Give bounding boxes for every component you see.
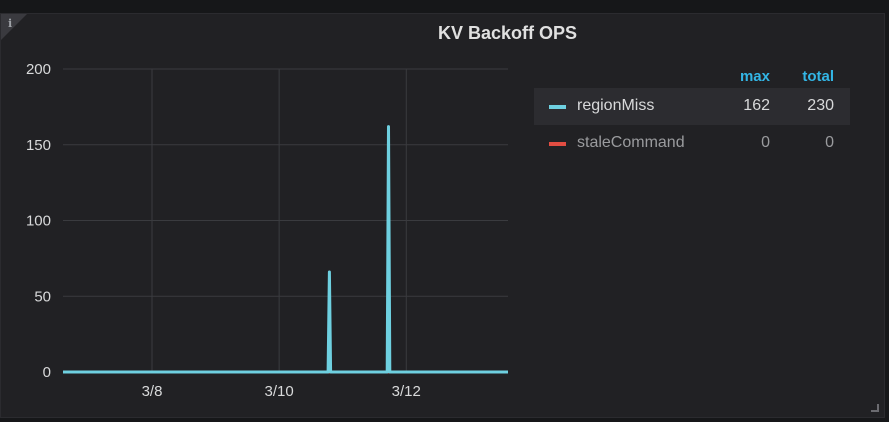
info-corner[interactable] [1, 14, 27, 40]
x-tick-label: 3/10 [265, 383, 294, 400]
y-tick-label: 100 [26, 213, 51, 230]
x-tick-label: 3/12 [392, 383, 421, 400]
legend-total-header[interactable]: total [802, 68, 834, 85]
legend-max-header[interactable]: max [739, 68, 770, 85]
legend-series-total: 0 [825, 134, 834, 151]
resize-handle-icon[interactable] [871, 404, 879, 412]
legend-series-total: 230 [807, 97, 834, 114]
chart-area[interactable]: 0 50 100 150 200 3/8 3/10 3/12 [1, 14, 511, 419]
legend-item-regionmiss[interactable]: regionMiss 162 230 [534, 88, 850, 125]
series-color-swatch[interactable] [549, 105, 566, 109]
legend: max total regionMiss 162 230 staleComman… [534, 66, 850, 162]
legend-series-name[interactable]: regionMiss [577, 97, 655, 114]
graph-panel: i KV Backoff OPS 0 50 100 150 200 3/8 3/10 3/12… [0, 13, 885, 418]
y-tick-label: 200 [26, 61, 51, 78]
legend-series-name[interactable]: staleCommand [577, 134, 685, 151]
y-tick-label: 0 [43, 364, 51, 381]
y-tick-label: 150 [26, 137, 51, 154]
legend-series-max: 0 [761, 134, 770, 151]
y-tick-label: 50 [34, 288, 51, 305]
legend-header: max total [534, 66, 850, 88]
panel-title[interactable]: KV Backoff OPS [437, 23, 578, 43]
legend-series-max: 162 [743, 97, 770, 114]
legend-item-stalecommand[interactable]: staleCommand 0 0 [534, 125, 850, 162]
x-tick-label: 3/8 [142, 383, 163, 400]
info-icon[interactable]: i [8, 17, 13, 30]
series-color-swatch[interactable] [549, 142, 566, 146]
series-line-regionmiss[interactable] [63, 125, 508, 374]
